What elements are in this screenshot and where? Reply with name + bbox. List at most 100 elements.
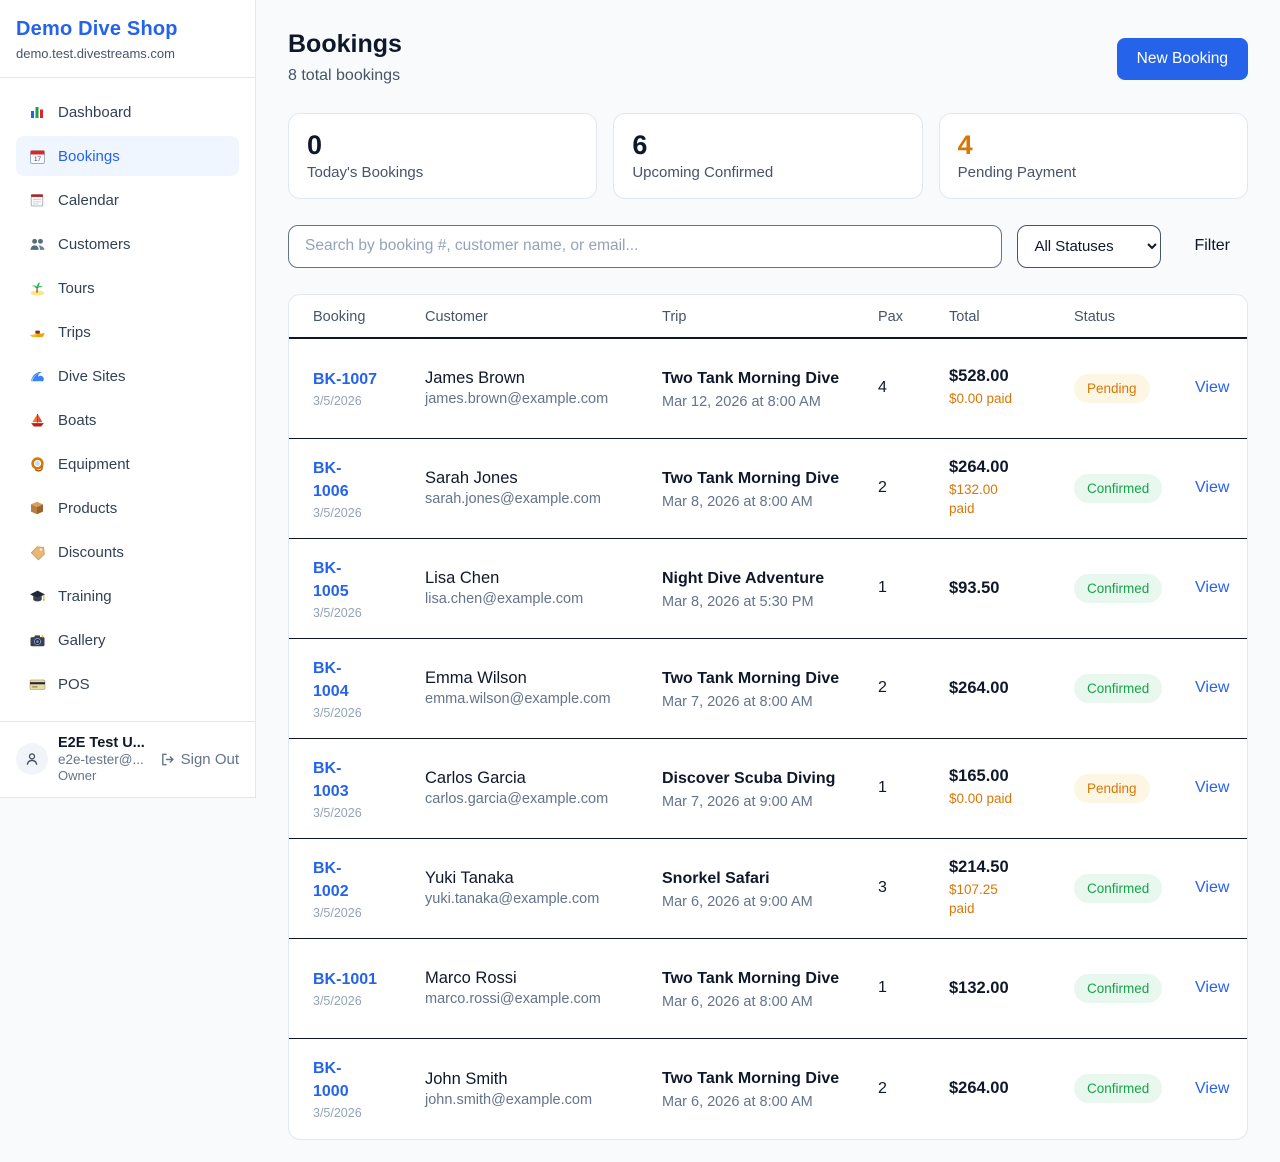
total-cell: $264.00 [949, 1079, 1074, 1098]
view-link[interactable]: View [1195, 779, 1230, 797]
total-cell: $528.00 $0.00 paid [949, 367, 1074, 409]
trip-cell: Two Tank Morning Dive Mar 7, 2026 at 8:00… [662, 667, 878, 710]
stat-label: Pending Payment [957, 163, 1077, 181]
sidebar-item-bookings[interactable]: 17 Bookings [16, 136, 239, 176]
sidebar-item-boats[interactable]: Boats [16, 400, 239, 440]
trip-name: Discover Scuba Diving [662, 769, 836, 787]
status-filter-select[interactable]: All Statuses [1017, 224, 1162, 268]
sidebar-user-footer: E2E Test U... e2e-tester@... Owner Sign … [0, 721, 255, 797]
column-header-trip: Trip [662, 308, 687, 325]
customer-cell: James Brown james.brown@example.com [425, 369, 662, 407]
booking-id-link[interactable]: BK-1001 [313, 971, 378, 989]
total-amount: $132.00 [949, 978, 1009, 997]
booking-date: 3/5/2026 [313, 994, 362, 1009]
status-cell: Confirmed [1074, 673, 1195, 703]
sailboat-icon [28, 411, 46, 429]
sidebar-item-products[interactable]: Products [16, 488, 239, 528]
actions-cell: View [1195, 779, 1229, 797]
sidebar: Demo Dive Shop demo.test.divestreams.com… [0, 0, 256, 798]
sidebar-item-dashboard[interactable]: Dashboard [16, 92, 239, 132]
total-amount: $165.00 [949, 767, 1009, 786]
sidebar-item-trips[interactable]: Trips [16, 312, 239, 352]
booking-id-link[interactable]: BK- 1003 [313, 759, 349, 800]
trip-name: Night Dive Adventure [662, 569, 825, 587]
view-link[interactable]: View [1195, 679, 1230, 697]
customer-cell: Emma Wilson emma.wilson@example.com [425, 669, 662, 707]
sidebar-item-pos[interactable]: POS [16, 664, 239, 704]
trip-name: Two Tank Morning Dive [662, 969, 840, 987]
table-row: BK-1001 3/5/2026 Marco Rossi marco.rossi@ex… [289, 939, 1247, 1039]
column-header-pax: Pax [878, 308, 903, 325]
booking-cell: BK- 1006 3/5/2026 [313, 457, 425, 520]
booking-date: 3/5/2026 [313, 705, 362, 720]
page-header: Bookings 8 total bookings New Booking [288, 30, 1248, 85]
sidebar-item-label: Bookings [58, 147, 120, 165]
booking-id-link[interactable]: BK- 1005 [313, 559, 349, 600]
sidebar-item-gallery[interactable]: Gallery [16, 620, 239, 660]
pax-count: 2 [878, 1079, 887, 1097]
view-link[interactable]: View [1195, 1079, 1230, 1097]
booking-date: 3/5/2026 [313, 394, 362, 409]
table-row: BK- 1006 3/5/2026 Sarah Jones sarah.jones@e… [289, 439, 1247, 539]
booking-id-link[interactable]: BK- 1000 [313, 1060, 349, 1101]
filter-button[interactable]: Filter [1176, 237, 1248, 255]
booking-id-link[interactable]: BK- 1002 [313, 859, 349, 900]
customer-name: James Brown [425, 369, 525, 388]
trip-datetime: Mar 6, 2026 at 8:00 AM [662, 1094, 813, 1111]
customer-cell: John Smith john.smith@example.com [425, 1070, 662, 1108]
stats-cards: 0 Today's Bookings 6 Upcoming Confirmed 4 Pen… [288, 113, 1248, 199]
customer-cell: Carlos Garcia carlos.garcia@example.com [425, 769, 662, 807]
customer-email: marco.rossi@example.com [425, 991, 601, 1008]
customer-email: carlos.garcia@example.com [425, 791, 609, 808]
total-cell: $93.50 [949, 579, 1074, 598]
view-link[interactable]: View [1195, 479, 1230, 497]
user-email: e2e-tester@... [58, 752, 144, 767]
sidebar-item-discounts[interactable]: Discounts [16, 532, 239, 572]
sign-out-button[interactable]: Sign Out [160, 751, 239, 768]
table-header-row: Booking Customer Trip Pax Total Status [289, 295, 1247, 339]
status-badge: Pending [1074, 773, 1150, 803]
status-badge: Pending [1074, 373, 1150, 403]
booking-id-link[interactable]: BK- 1004 [313, 659, 349, 700]
booking-id-link[interactable]: BK- 1006 [313, 459, 349, 500]
pax-count: 1 [878, 779, 887, 797]
bar-chart-icon [28, 103, 46, 121]
view-link[interactable]: View [1195, 879, 1230, 897]
view-link[interactable]: View [1195, 979, 1230, 997]
sidebar-item-training[interactable]: Training [16, 576, 239, 616]
customer-email: sarah.jones@example.com [425, 491, 601, 508]
booking-id-link[interactable]: BK-1007 [313, 371, 378, 389]
sidebar-item-label: Products [58, 499, 118, 517]
view-link[interactable]: View [1195, 579, 1230, 597]
customer-name: John Smith [425, 1069, 508, 1088]
trip-cell: Two Tank Morning Dive Mar 6, 2026 at 8:00… [662, 967, 878, 1010]
total-cell: $264.00 [949, 679, 1074, 698]
column-header-total: Total [949, 308, 980, 325]
bookings-table: Booking Customer Trip Pax Total Status BK-100… [288, 293, 1248, 1140]
total-amount: $264.00 [949, 1079, 1009, 1098]
stat-label: Upcoming Confirmed [632, 163, 774, 181]
sidebar-nav: Dashboard 17 Bookings Calendar Customers Tour… [0, 78, 255, 708]
sidebar-item-calendar[interactable]: Calendar [16, 180, 239, 220]
actions-cell: View [1195, 979, 1229, 997]
sidebar-item-label: Training [58, 587, 112, 605]
status-cell: Confirmed [1074, 873, 1195, 903]
sidebar-item-equipment[interactable]: Equipment [16, 444, 239, 484]
view-link[interactable]: View [1195, 379, 1230, 397]
shop-title: Demo Dive Shop [16, 18, 178, 40]
status-badge: Confirmed [1074, 1074, 1163, 1104]
booking-cell: BK-1001 3/5/2026 [313, 968, 425, 1008]
trip-datetime: Mar 12, 2026 at 8:00 AM [662, 393, 821, 410]
table-row: BK-1007 3/5/2026 James Brown james.brown@ex… [289, 339, 1247, 439]
new-booking-button[interactable]: New Booking [1116, 38, 1248, 80]
actions-cell: View [1195, 679, 1229, 697]
booking-cell: BK- 1002 3/5/2026 [313, 857, 425, 920]
main-content: Bookings 8 total bookings New Booking 0 T… [256, 0, 1280, 1162]
sidebar-item-customers[interactable]: Customers [16, 224, 239, 264]
sidebar-item-dive-sites[interactable]: Dive Sites [16, 356, 239, 396]
sidebar-item-label: Trips [58, 323, 91, 341]
trip-datetime: Mar 6, 2026 at 9:00 AM [662, 893, 813, 910]
sidebar-item-tours[interactable]: Tours [16, 268, 239, 308]
actions-cell: View [1195, 379, 1229, 397]
search-input[interactable] [288, 224, 1003, 268]
